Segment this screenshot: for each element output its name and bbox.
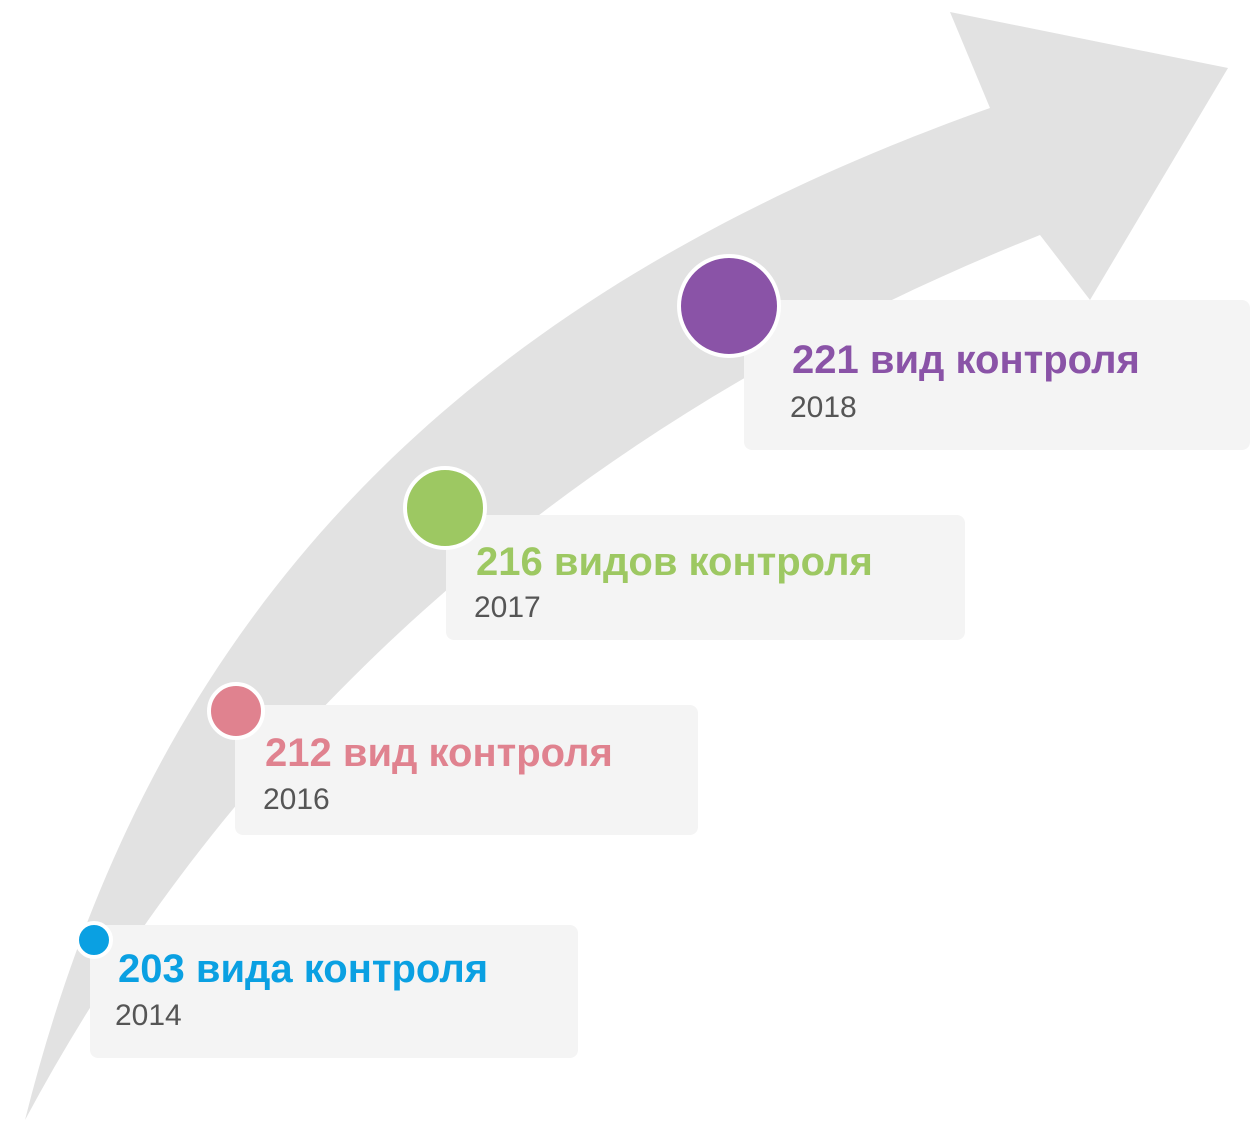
item-dot (75, 921, 113, 959)
item-dot (677, 254, 781, 358)
item-card (446, 515, 965, 640)
item-year: 2016 (263, 783, 330, 816)
item-dot (207, 682, 265, 740)
item-label: 203 вида контроля (118, 947, 488, 991)
item-year: 2014 (115, 999, 182, 1032)
item-label: 221 вид контроля (792, 338, 1140, 382)
item-year: 2017 (474, 591, 541, 624)
growth-arrow (25, 12, 1228, 1120)
item-card (90, 925, 578, 1058)
item-card (744, 300, 1250, 450)
item-year: 2018 (790, 391, 857, 424)
item-label: 212 вид контроля (265, 731, 613, 775)
item-label: 216 видов контроля (476, 540, 873, 584)
item-card (235, 705, 698, 835)
item-dot (403, 466, 487, 550)
